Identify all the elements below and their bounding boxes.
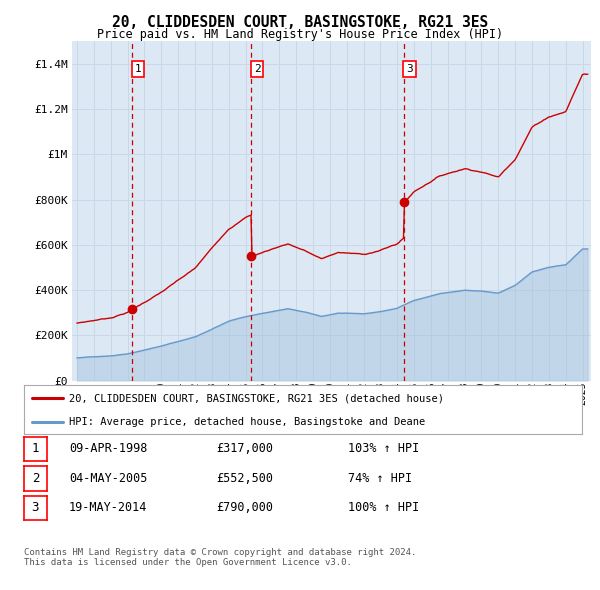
Text: 20, CLIDDESDEN COURT, BASINGSTOKE, RG21 3ES (detached house): 20, CLIDDESDEN COURT, BASINGSTOKE, RG21 … [68,394,443,404]
Text: 1: 1 [134,64,142,74]
Text: 3: 3 [406,64,413,74]
Text: £552,500: £552,500 [216,472,273,485]
Text: 2: 2 [32,472,39,485]
Text: £317,000: £317,000 [216,442,273,455]
Text: 09-APR-1998: 09-APR-1998 [69,442,148,455]
Text: 2: 2 [254,64,260,74]
Text: 04-MAY-2005: 04-MAY-2005 [69,472,148,485]
Text: 3: 3 [32,502,39,514]
Text: 103% ↑ HPI: 103% ↑ HPI [348,442,419,455]
Text: 19-MAY-2014: 19-MAY-2014 [69,502,148,514]
Text: Contains HM Land Registry data © Crown copyright and database right 2024.
This d: Contains HM Land Registry data © Crown c… [24,548,416,567]
Text: 100% ↑ HPI: 100% ↑ HPI [348,502,419,514]
Text: Price paid vs. HM Land Registry's House Price Index (HPI): Price paid vs. HM Land Registry's House … [97,28,503,41]
Text: 1: 1 [32,442,39,455]
Text: £790,000: £790,000 [216,502,273,514]
Text: 74% ↑ HPI: 74% ↑ HPI [348,472,412,485]
Text: 20, CLIDDESDEN COURT, BASINGSTOKE, RG21 3ES: 20, CLIDDESDEN COURT, BASINGSTOKE, RG21 … [112,15,488,30]
Text: HPI: Average price, detached house, Basingstoke and Deane: HPI: Average price, detached house, Basi… [68,417,425,427]
